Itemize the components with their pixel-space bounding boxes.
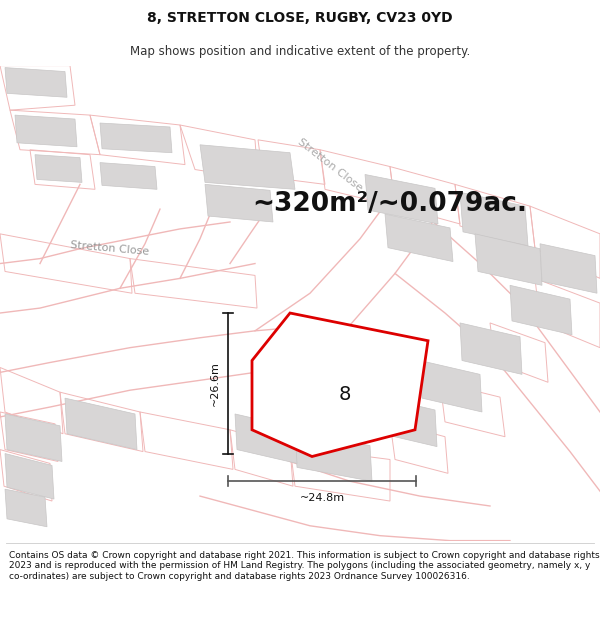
Text: ~26.6m: ~26.6m bbox=[210, 361, 220, 406]
Text: ~24.8m: ~24.8m bbox=[299, 493, 344, 503]
Polygon shape bbox=[385, 214, 453, 261]
Polygon shape bbox=[380, 397, 437, 447]
Polygon shape bbox=[295, 432, 372, 481]
Polygon shape bbox=[262, 354, 323, 404]
Polygon shape bbox=[475, 234, 542, 285]
Text: Contains OS data © Crown copyright and database right 2021. This information is : Contains OS data © Crown copyright and d… bbox=[9, 551, 599, 581]
Text: 8, STRETTON CLOSE, RUGBY, CV23 0YD: 8, STRETTON CLOSE, RUGBY, CV23 0YD bbox=[147, 11, 453, 26]
Polygon shape bbox=[35, 154, 82, 182]
Text: Stretton Close: Stretton Close bbox=[296, 136, 364, 193]
Polygon shape bbox=[100, 162, 157, 189]
Text: 8: 8 bbox=[339, 384, 351, 404]
Polygon shape bbox=[510, 285, 572, 335]
Polygon shape bbox=[460, 323, 522, 374]
Polygon shape bbox=[540, 244, 597, 293]
Polygon shape bbox=[5, 489, 47, 527]
Polygon shape bbox=[15, 115, 77, 147]
Polygon shape bbox=[65, 398, 137, 449]
Text: Map shows position and indicative extent of the property.: Map shows position and indicative extent… bbox=[130, 45, 470, 58]
Polygon shape bbox=[5, 454, 54, 499]
Text: ~320m²/~0.079ac.: ~320m²/~0.079ac. bbox=[253, 191, 527, 217]
Polygon shape bbox=[100, 123, 172, 152]
Polygon shape bbox=[460, 192, 528, 246]
Polygon shape bbox=[420, 361, 482, 412]
Polygon shape bbox=[200, 145, 295, 189]
Polygon shape bbox=[5, 414, 62, 461]
Polygon shape bbox=[205, 184, 273, 222]
Polygon shape bbox=[365, 174, 438, 224]
Polygon shape bbox=[235, 414, 297, 464]
Polygon shape bbox=[252, 313, 428, 456]
Polygon shape bbox=[5, 68, 67, 98]
Text: Stretton Close: Stretton Close bbox=[70, 240, 150, 257]
